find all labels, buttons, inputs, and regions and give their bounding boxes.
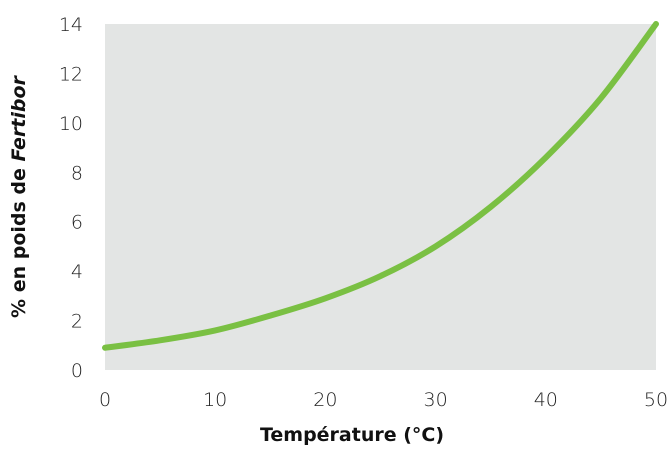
y-tick-label: 14 xyxy=(59,14,83,36)
y-tick-label: 12 xyxy=(59,63,83,85)
y-tick-label: 8 xyxy=(71,162,83,184)
x-tick-label: 30 xyxy=(424,389,448,411)
y-tick-label: 10 xyxy=(59,113,83,135)
x-tick-label: 20 xyxy=(313,389,337,411)
y-axis-title-emphasis: Fertibor xyxy=(8,74,30,161)
y-tick-label: 0 xyxy=(71,360,83,382)
plot-area xyxy=(105,24,656,370)
y-tick-label: 4 xyxy=(71,261,83,283)
x-tick-label: 50 xyxy=(644,389,668,411)
x-axis-ticks: 0 10 20 30 40 50 xyxy=(99,389,668,411)
y-axis-ticks: 0 2 4 6 8 10 12 14 xyxy=(59,14,83,382)
x-axis-title: Température (°C) xyxy=(260,424,444,446)
x-tick-label: 0 xyxy=(99,389,111,411)
y-tick-label: 6 xyxy=(71,212,83,234)
x-tick-label: 40 xyxy=(534,389,558,411)
y-axis-title: % en poids de Fertibor xyxy=(8,74,30,317)
y-tick-label: 2 xyxy=(71,311,83,333)
series-line xyxy=(102,21,659,351)
x-tick-label: 10 xyxy=(203,389,227,411)
y-axis-title-prefix: % en poids de xyxy=(8,161,30,317)
